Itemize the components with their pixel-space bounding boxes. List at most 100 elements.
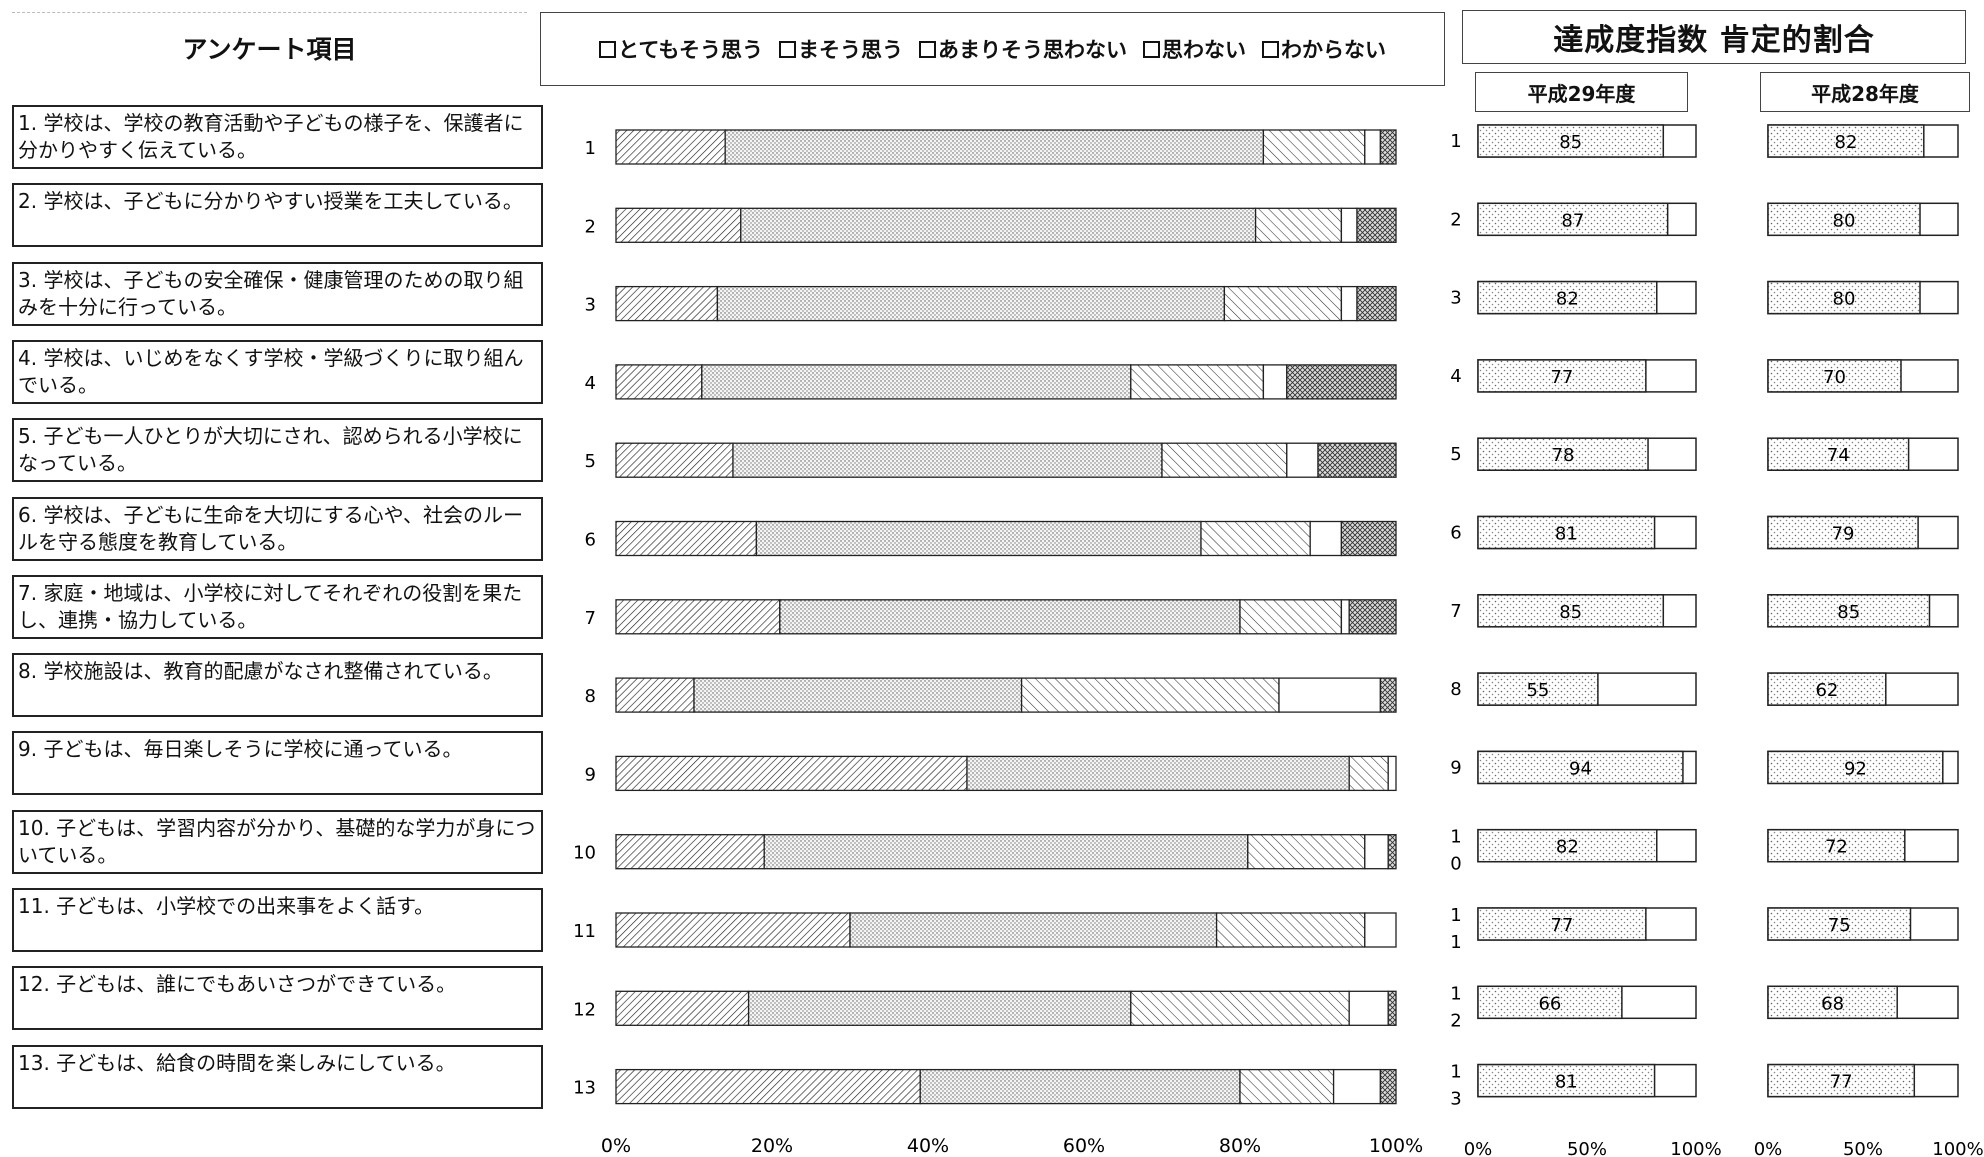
bar (1477, 515, 1656, 550)
data-label: 62 (1815, 680, 1838, 701)
x-tick-label: 80% (1219, 1135, 1261, 1157)
x-tick-label: 40% (907, 1135, 949, 1157)
bar (1767, 515, 1919, 550)
question-item: 2. 学校は、子どもに分かりやすい授業を工夫している。 (12, 183, 543, 248)
question-item: 11. 子どもは、小学校での出来事をよく話す。 (12, 888, 543, 952)
bar-segment (716, 285, 1226, 322)
bar-segment (1215, 912, 1366, 948)
bar-segment (1387, 755, 1397, 792)
bar (1477, 124, 1665, 158)
category-label: 0 (1450, 854, 1461, 875)
data-label: 77 (1550, 367, 1573, 388)
bar-segment (1254, 207, 1343, 243)
data-label: 66 (1538, 993, 1561, 1014)
bar-segment (747, 990, 1132, 1026)
bar-segment (615, 912, 851, 948)
category-label: 12 (573, 999, 596, 1020)
bar (1477, 594, 1665, 628)
bar (1477, 202, 1669, 237)
question-item: 3. 学校は、子どもの安全確保・健康管理のための取り組みを十分に行っている。 (12, 261, 543, 326)
category-label: 7 (1450, 601, 1461, 622)
x-tick-label: 0% (1754, 1139, 1783, 1157)
x-tick-label: 50% (1843, 1139, 1883, 1157)
bar-segment (1379, 677, 1397, 713)
bar-segment (849, 912, 1218, 948)
bar (1477, 985, 1623, 1020)
category-label: 8 (585, 686, 596, 707)
bar-segment (1379, 1068, 1397, 1105)
legend-swatch (1142, 40, 1160, 58)
category-label: 1 (585, 138, 596, 159)
bar-segment (1364, 129, 1382, 165)
bar-segment (701, 364, 1132, 400)
category-label: 11 (573, 921, 596, 942)
x-tick-label: 50% (1567, 1139, 1607, 1157)
bar-segment (732, 442, 1163, 478)
bar-segment (615, 677, 695, 713)
bar-segment (1286, 364, 1397, 400)
category-label: 1 (1450, 827, 1461, 848)
bar (1767, 202, 1921, 237)
bar (1767, 828, 1906, 863)
data-label: 87 (1561, 210, 1584, 231)
data-label: 77 (1830, 1072, 1853, 1093)
legend-label: わからない (1280, 38, 1386, 62)
legend-swatch (778, 40, 796, 58)
bar-segment (693, 677, 1023, 713)
bar (1477, 750, 1684, 785)
data-label: 85 (1559, 132, 1582, 153)
data-label: 68 (1821, 993, 1844, 1014)
legend-swatch (918, 40, 936, 58)
bar (1477, 280, 1658, 315)
bar (1767, 1063, 1916, 1098)
bar (1767, 907, 1912, 941)
legend-swatch (1261, 40, 1279, 58)
bar-segment (1161, 442, 1288, 478)
data-label: 78 (1552, 445, 1575, 466)
bar-segment (615, 755, 968, 792)
bar-segment (1340, 207, 1358, 243)
bar-segment (1387, 834, 1397, 870)
legend-item-unknown: わからない (1261, 34, 1386, 64)
bar-segment (1317, 442, 1397, 478)
bar (1767, 985, 1898, 1020)
bar-segment (919, 1068, 1241, 1105)
bar-segment (966, 755, 1350, 792)
bar-segment (615, 599, 781, 635)
x-tick-label: 100% (1670, 1139, 1721, 1157)
category-label: 5 (1450, 444, 1461, 465)
category-label: 13 (573, 1078, 596, 1099)
x-tick-label: 100% (1369, 1135, 1423, 1157)
bar (1767, 672, 1887, 706)
category-label: 9 (1450, 757, 1461, 778)
question-item: 9. 子どもは、毎日楽しそうに学校に通っている。 (12, 731, 543, 796)
bar-segment (1020, 677, 1280, 713)
category-label: 6 (1450, 523, 1461, 544)
data-label: 74 (1827, 445, 1850, 466)
bar-segment (615, 1068, 921, 1105)
data-label: 55 (1526, 680, 1549, 701)
question-item: 6. 学校は、子どもに生命を大切にする心や、社会のルールを守る態度を教育している… (12, 496, 543, 561)
bar (1767, 594, 1931, 628)
legend-label: とてもそう思う (618, 38, 763, 62)
bar-segment (1364, 834, 1389, 870)
items-header: アンケート項目 (12, 12, 527, 83)
data-label: 79 (1832, 524, 1855, 545)
bar-segment (755, 520, 1202, 557)
bar (1477, 672, 1599, 706)
x-tick-label: 60% (1063, 1135, 1105, 1157)
bar (1477, 359, 1647, 393)
bar-segment (763, 834, 1249, 870)
legend-swatch (599, 40, 617, 58)
bar-segment (615, 834, 765, 870)
bar (1767, 124, 1925, 158)
bar-segment (724, 129, 1265, 165)
bar (1477, 1063, 1656, 1098)
category-label: 1 (1450, 932, 1461, 953)
bar-segment (615, 364, 703, 400)
bar-segment (615, 442, 734, 478)
bar-segment (1309, 520, 1343, 557)
bar-segment (1332, 1068, 1382, 1105)
